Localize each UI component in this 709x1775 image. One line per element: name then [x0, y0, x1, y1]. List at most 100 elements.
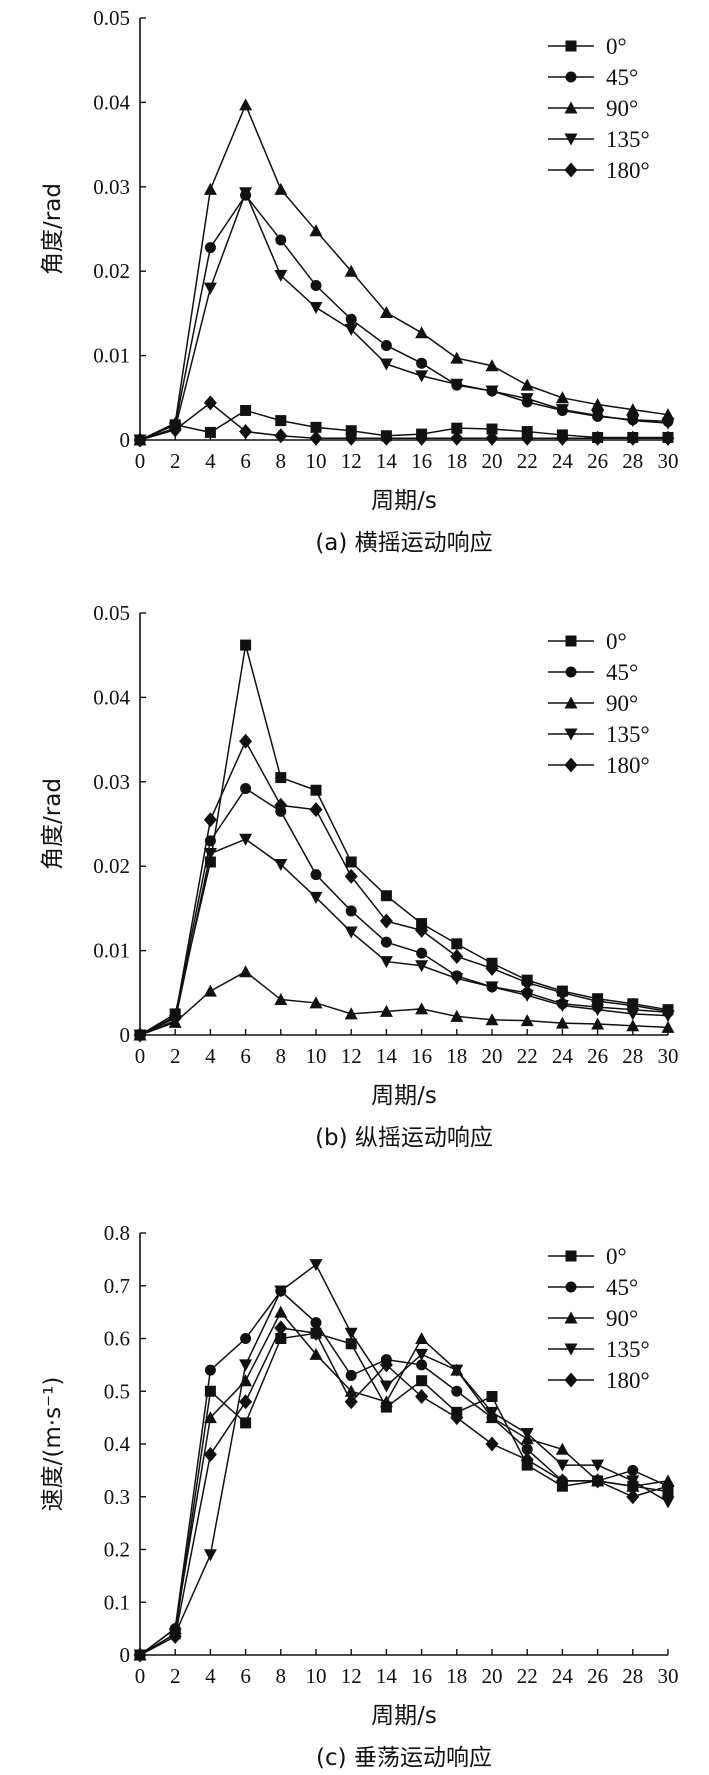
x-tick-label: 18 [446, 1044, 467, 1068]
data-point [661, 417, 675, 430]
legend-label: 90° [606, 96, 638, 121]
data-point [344, 1394, 358, 1410]
data-point [520, 1014, 534, 1027]
series-0 [134, 1327, 674, 1661]
data-point [345, 856, 357, 868]
data-point [485, 430, 499, 446]
legend-label: 135° [606, 127, 650, 152]
data-point [555, 1459, 569, 1472]
x-tick-label: 24 [552, 1664, 574, 1688]
y-tick-label: 0.01 [93, 344, 130, 368]
y-tick-label: 0.04 [93, 90, 130, 114]
x-tick-label: 6 [240, 1664, 251, 1688]
data-point [415, 960, 429, 973]
x-tick-label: 12 [341, 449, 362, 473]
y-tick-label: 0.4 [104, 1432, 131, 1456]
y-tick-label: 0.1 [104, 1590, 130, 1614]
data-point [344, 1327, 358, 1340]
x-tick-label: 16 [411, 1664, 432, 1688]
data-point [345, 905, 357, 917]
data-point [239, 733, 253, 749]
data-point [485, 1436, 499, 1452]
data-point [309, 996, 323, 1009]
data-point [345, 1338, 357, 1350]
data-point [416, 1359, 428, 1371]
data-point [591, 1473, 605, 1489]
data-point [274, 269, 288, 282]
data-point [485, 1406, 499, 1419]
y-axis-label: 速度/(m·s⁻¹) [40, 1377, 66, 1512]
data-point [309, 224, 323, 237]
x-tick-label: 26 [587, 449, 608, 473]
data-point [415, 326, 429, 339]
figure-caption: (b) 纵摇运动响应 [315, 1125, 493, 1151]
data-point [168, 1010, 182, 1026]
data-point [239, 1359, 253, 1372]
x-tick-label: 14 [376, 1044, 398, 1068]
data-point [379, 956, 393, 969]
legend-marker [564, 757, 578, 773]
series-line [139, 1327, 669, 1656]
x-tick-label: 28 [622, 1664, 643, 1688]
data-point [555, 391, 569, 404]
data-point [344, 926, 358, 939]
data-point [520, 430, 534, 446]
x-tick-label: 8 [276, 449, 287, 473]
x-tick-label: 20 [482, 1664, 503, 1688]
data-point [520, 975, 534, 991]
x-tick-label: 10 [306, 449, 327, 473]
series-line [139, 409, 668, 441]
data-point [274, 993, 288, 1006]
data-point [661, 430, 675, 446]
legend-marker [564, 728, 578, 741]
data-point [555, 430, 569, 446]
data-point [380, 936, 392, 948]
x-axis-label: 周期/s [371, 1703, 437, 1729]
data-point [661, 1003, 675, 1019]
series-line [139, 102, 669, 441]
y-tick-label: 0.6 [104, 1327, 130, 1351]
data-point [239, 1374, 253, 1387]
data-point [203, 812, 217, 828]
data-point [379, 1380, 393, 1393]
y-tick-label: 0.02 [93, 854, 130, 878]
data-point [450, 949, 464, 965]
data-point [379, 1004, 393, 1017]
x-tick-label: 22 [517, 449, 538, 473]
y-tick-label: 0.05 [93, 6, 130, 30]
data-point [555, 985, 569, 1001]
data-point [451, 1385, 463, 1397]
series-2 [133, 98, 675, 446]
data-point [591, 430, 605, 446]
data-point [203, 395, 217, 411]
x-tick-label: 28 [622, 1044, 643, 1068]
legend-label: 45° [606, 660, 638, 685]
data-point [661, 408, 675, 421]
data-point [239, 833, 253, 846]
legend-label: 0° [606, 1244, 627, 1269]
x-tick-label: 4 [205, 1044, 216, 1068]
data-point [344, 1384, 358, 1397]
data-point [661, 1020, 675, 1033]
x-axis-label: 周期/s [371, 488, 437, 514]
data-point [203, 1411, 217, 1424]
x-tick-label: 4 [205, 1664, 216, 1688]
data-point [240, 1333, 252, 1344]
data-point [520, 393, 534, 406]
x-tick-label: 30 [658, 1044, 679, 1068]
x-tick-label: 28 [622, 449, 643, 473]
data-point [204, 1364, 216, 1376]
data-point [626, 997, 640, 1013]
data-point [274, 797, 288, 813]
data-point [416, 947, 428, 959]
y-tick-label: 0.8 [104, 1221, 130, 1245]
data-point [239, 98, 253, 111]
data-point [591, 1004, 605, 1017]
x-tick-label: 30 [658, 1664, 679, 1688]
x-tick-label: 8 [276, 1044, 287, 1068]
data-point [451, 422, 463, 434]
data-point [309, 430, 323, 446]
data-point [450, 972, 464, 985]
x-tick-label: 14 [376, 1664, 398, 1688]
data-point [274, 1305, 288, 1318]
